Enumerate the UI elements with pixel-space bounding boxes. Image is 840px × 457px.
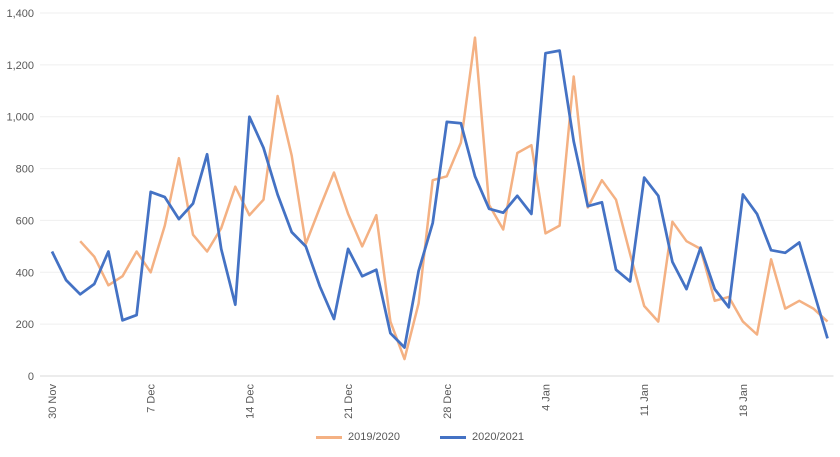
x-tick-label: 21 Dec — [343, 384, 355, 419]
y-tick-label: 1,400 — [6, 8, 34, 20]
line-chart: 0 200 400 600 800 1,000 1,200 1,400 30 Nov 7 Dec 1… — [6, 8, 834, 419]
legend-label: 2020/2021 — [472, 431, 524, 443]
x-tick-label: 14 Dec — [244, 384, 256, 419]
y-tick-label: 200 — [16, 319, 34, 331]
x-tick-label: 11 Jan — [639, 384, 651, 416]
x-tick-label: 28 Dec — [442, 384, 454, 419]
legend-swatch-2020-2021 — [440, 435, 466, 439]
x-tick-label: 7 Dec — [146, 384, 158, 413]
legend-item-2019-2020: 2019/2020 — [316, 431, 400, 443]
legend-swatch-2019-2020 — [316, 435, 342, 439]
y-tick-label: 0 — [28, 371, 34, 383]
y-tick-label: 1,200 — [6, 60, 34, 72]
x-tick-label: 30 Nov — [47, 384, 59, 419]
y-tick-label: 800 — [16, 164, 34, 176]
x-tick-label: 4 Jan — [541, 384, 553, 411]
legend: 2019/2020 2020/2021 — [0, 431, 840, 443]
y-tick-label: 400 — [16, 267, 34, 279]
legend-label: 2019/2020 — [348, 431, 400, 443]
series-line-2020-2021 — [50, 49, 829, 349]
legend-item-2020-2021: 2020/2021 — [440, 431, 524, 443]
y-tick-label: 600 — [16, 215, 34, 227]
x-tick-label: 18 Jan — [738, 384, 750, 417]
y-tick-label: 1,000 — [6, 112, 34, 124]
series-line-2019-2020 — [79, 36, 829, 361]
